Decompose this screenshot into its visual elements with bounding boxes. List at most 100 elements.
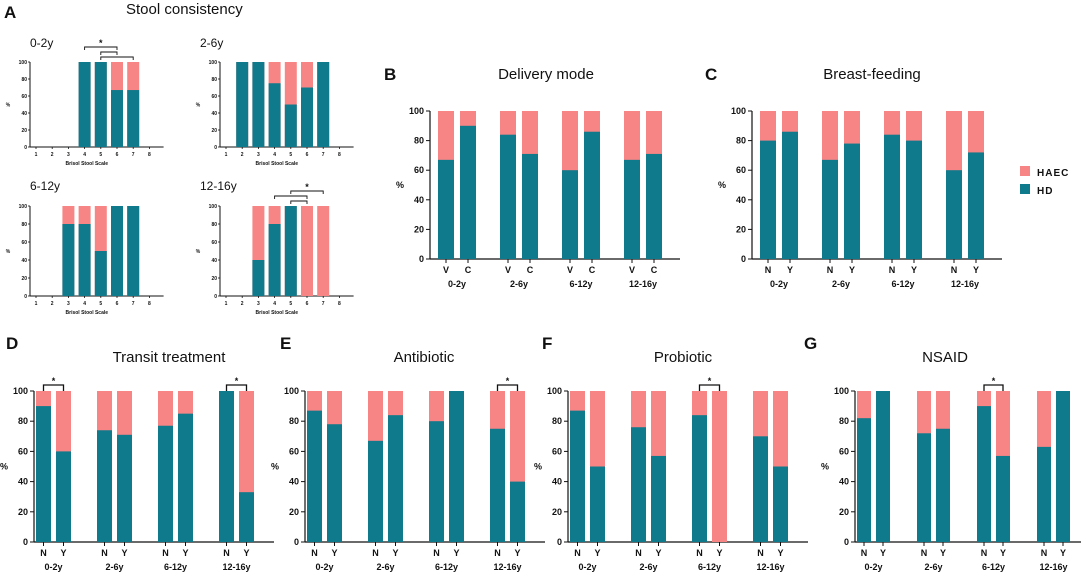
significance-bracket xyxy=(290,190,324,194)
category-label: 6 xyxy=(116,152,119,158)
y-tick-label: 60 xyxy=(414,165,424,175)
group-label-2-6y: 2-6y xyxy=(105,562,123,572)
legend-swatch-hd xyxy=(1020,184,1030,194)
category-label: C xyxy=(651,265,658,275)
category-label: 1 xyxy=(35,152,38,158)
panel-f: Probiotic% 0 20 40 60 80 100 N Y 0-2y N Y 2-6y N Y 6-12… xyxy=(534,349,808,572)
category-label: C xyxy=(527,265,534,275)
category-label: 6 xyxy=(306,301,309,307)
bar-hd-2-6y-N xyxy=(368,440,383,542)
category-label: N xyxy=(635,548,642,558)
category-label: 4 xyxy=(83,152,86,158)
y-tick-label: 40 xyxy=(211,258,217,264)
category-label: Y xyxy=(392,548,398,558)
panel-a-subplot-6-12y: 6-12y% 0 20 40 60 80 100 1 2 3 4 5 6 7 8 Brisol Stool S… xyxy=(6,179,164,316)
panel-label-c: C xyxy=(705,65,717,84)
bar-hd-12-16y-N xyxy=(219,391,234,542)
y-tick-label: 20 xyxy=(211,276,217,282)
x-axis-label: Brisol Stool Scale xyxy=(256,310,299,316)
group-label-0-2y: 0-2y xyxy=(864,562,882,572)
subplot-title: 2-6y xyxy=(200,36,223,50)
category-label: 5 xyxy=(289,301,292,307)
y-tick-label: 40 xyxy=(552,477,562,487)
bar-hd-6-12y-Y xyxy=(178,413,193,542)
y-tick-label: 40 xyxy=(736,195,746,205)
bar-hd-2-6y-N xyxy=(631,427,646,542)
group-label-2-6y: 2-6y xyxy=(639,562,657,572)
y-axis-label: % xyxy=(196,103,201,109)
y-tick-label: 60 xyxy=(211,94,217,100)
bar-hd-0-2y-C xyxy=(460,125,476,259)
group-label-12-16y: 12-16y xyxy=(493,562,521,572)
y-tick-label: 20 xyxy=(839,507,849,517)
bar-hd-3 xyxy=(62,224,75,296)
bar-hd-6-12y-C xyxy=(584,131,600,259)
x-axis-label: Brisol Stool Scale xyxy=(66,310,109,316)
category-label: 7 xyxy=(132,152,135,158)
y-tick-label: 100 xyxy=(284,386,299,396)
y-tick-label: 100 xyxy=(834,386,849,396)
category-label: 5 xyxy=(99,301,102,307)
category-label: N xyxy=(433,548,440,558)
category-label: 8 xyxy=(148,152,151,158)
y-tick-label: 60 xyxy=(18,446,28,456)
category-label: Y xyxy=(594,548,600,558)
category-label: N xyxy=(40,548,47,558)
bar-hd-7 xyxy=(127,90,140,147)
category-label: N xyxy=(765,265,772,275)
legend-label-hd: HD xyxy=(1037,186,1053,197)
bar-hd-12-16y-N xyxy=(946,170,962,259)
category-label: 6 xyxy=(306,152,309,158)
y-tick-label: 20 xyxy=(552,507,562,517)
group-label-6-12y: 6-12y xyxy=(569,279,592,289)
category-label: N xyxy=(162,548,169,558)
category-label: 3 xyxy=(67,152,70,158)
category-label: 1 xyxy=(35,301,38,307)
y-tick-label: 60 xyxy=(736,165,746,175)
x-axis-label: Brisol Stool Scale xyxy=(256,161,299,167)
category-label: Y xyxy=(940,548,946,558)
category-label: 1 xyxy=(225,152,228,158)
bar-hd-0-2y-Y xyxy=(782,131,798,259)
y-tick-label: 20 xyxy=(414,224,424,234)
bar-hd-6-12y-Y xyxy=(906,140,922,259)
bar-hd-0-2y-N xyxy=(857,418,871,542)
significance-bracket xyxy=(100,56,134,60)
y-tick-label: 80 xyxy=(18,416,28,426)
y-tick-label: 60 xyxy=(289,446,299,456)
bar-haec-7 xyxy=(317,206,330,296)
bar-hd-2-6y-N xyxy=(822,159,838,259)
significance-star: * xyxy=(52,376,56,386)
bar-haec-6-12y-Y xyxy=(712,391,727,542)
y-axis-label: % xyxy=(271,462,279,472)
significance-star: * xyxy=(506,376,510,386)
y-axis-label: % xyxy=(718,180,726,190)
bar-hd-0-2y-N xyxy=(36,406,51,542)
y-tick-label: 20 xyxy=(289,507,299,517)
y-tick-label: 20 xyxy=(21,128,27,134)
category-label: N xyxy=(757,548,764,558)
y-tick-label: 100 xyxy=(731,106,746,116)
significance-bracket xyxy=(496,384,519,391)
y-tick-label: 60 xyxy=(21,94,27,100)
y-tick-label: 0 xyxy=(844,537,849,547)
bar-hd-4 xyxy=(78,62,91,147)
bar-hd-12-16y-N xyxy=(490,428,505,542)
bar-hd-7 xyxy=(127,206,140,296)
y-tick-label: 40 xyxy=(211,111,217,117)
y-tick-label: 60 xyxy=(552,446,562,456)
group-label-2-6y: 2-6y xyxy=(832,279,850,289)
bar-hd-6-12y-N xyxy=(977,406,991,542)
y-tick-label: 80 xyxy=(211,77,217,83)
significance-star: * xyxy=(305,182,309,192)
bar-hd-0-2y-N xyxy=(307,410,322,542)
y-axis-label: % xyxy=(6,103,11,109)
panel-e-title: Antibiotic xyxy=(394,349,455,366)
significance-bracket xyxy=(42,384,65,391)
panel-label-f: F xyxy=(542,334,552,353)
y-tick-label: 40 xyxy=(289,477,299,487)
group-label-6-12y: 6-12y xyxy=(982,562,1005,572)
group-label-6-12y: 6-12y xyxy=(164,562,187,572)
